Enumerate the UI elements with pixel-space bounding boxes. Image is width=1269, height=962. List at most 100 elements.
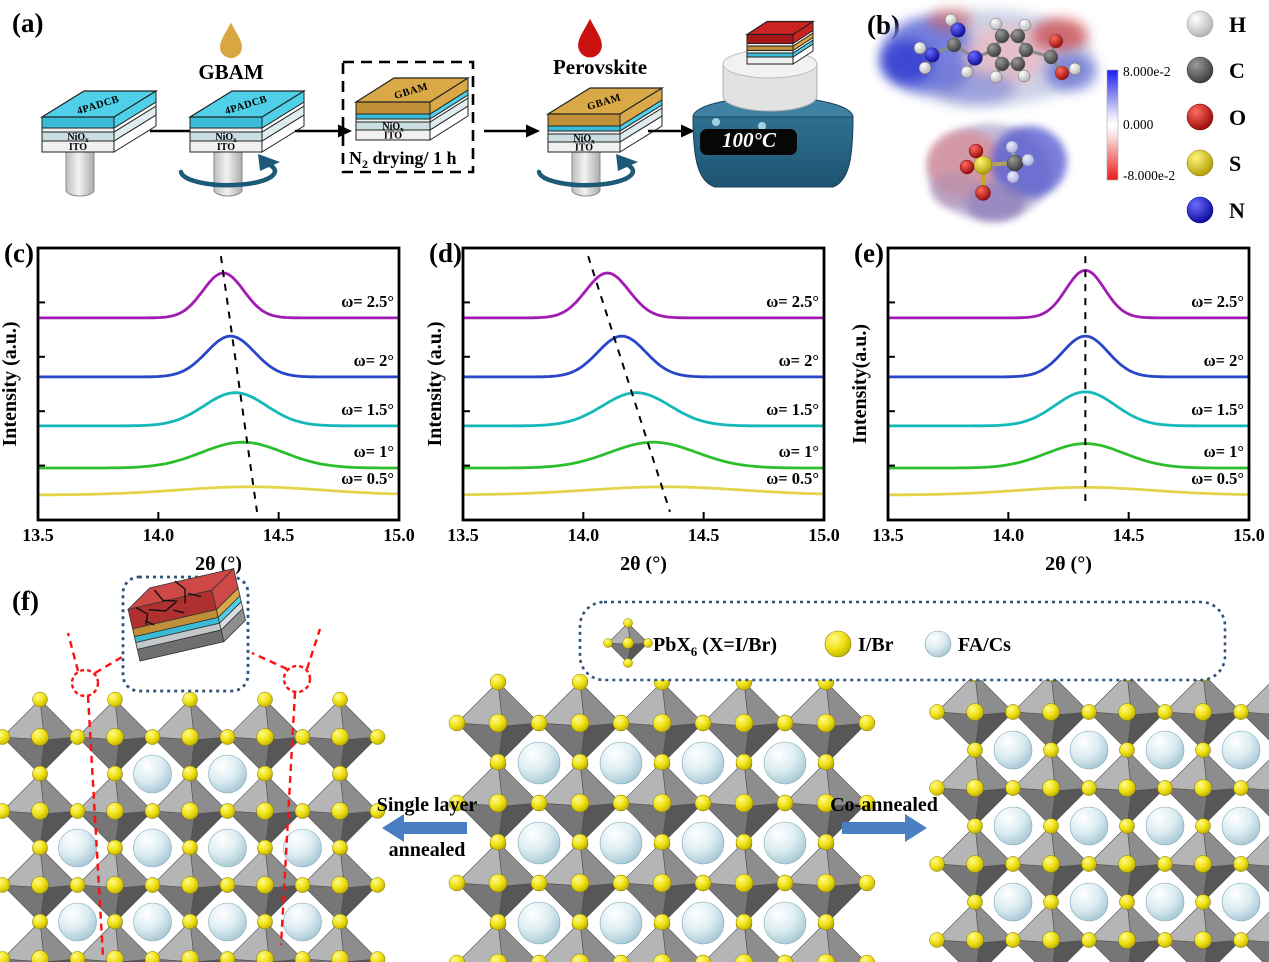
y-axis-label: Intensity(a.u.): [849, 324, 871, 444]
peak-guide-line: [219, 256, 258, 512]
gbam-drop-label: GBAM: [198, 60, 264, 84]
facs-cation-sphere: [208, 828, 247, 868]
lattice-defective-single-layer: [0, 691, 386, 962]
xrd-curve-ω= 2°: [461, 334, 826, 379]
hotplate: [692, 20, 854, 188]
facs-cation-sphere: [1221, 730, 1261, 770]
x-tick-label: 15.0: [1233, 525, 1265, 545]
omega-label: ω= 2°: [354, 351, 394, 370]
omega-label: ω= 2.5°: [341, 292, 394, 311]
cracked-device-inset: [121, 567, 250, 693]
facs-cation-sphere: [517, 901, 561, 945]
crack-line: [144, 609, 185, 626]
omega-label: ω= 2.5°: [766, 292, 819, 311]
n2-drying-label: N2 drying/ 1 h: [349, 148, 457, 171]
omega-label: ω= 1.5°: [1191, 400, 1244, 419]
facs-cation-sphere: [208, 754, 247, 794]
facs-cation-sphere: [133, 754, 172, 794]
atom-legend: H C O S N: [1186, 10, 1246, 224]
panel-f-crystal-structures: (f) PbX6 (X=I/Br) I/Br FA/Cs Single laye…: [0, 567, 1269, 962]
atom-label-H: H: [1229, 12, 1246, 37]
omega-label: ω= 1°: [779, 442, 819, 461]
xrd-curve-ω= 2°: [886, 334, 1251, 379]
single-layer-annealed-arrow: Single layer annealed: [377, 794, 478, 861]
panel-d-xrd-chart: (d) ω= 2.5° ω= 2° ω= 1.5° ω= 1° ω= 0.5° 13.5 14…: [424, 238, 840, 575]
facs-cation-sphere: [993, 806, 1033, 846]
grain-boundary-line: [279, 691, 297, 946]
solution-drop-icon: [220, 22, 242, 59]
inset-device-stack: [126, 567, 246, 662]
lattice-center: [448, 673, 876, 962]
y-axis-label: Intensity (a.u.): [424, 321, 446, 446]
facs-cation-sphere: [133, 828, 172, 868]
legend-cation-sphere: [924, 630, 952, 658]
co-annealed-label: Co-annealed: [830, 794, 938, 816]
omega-label: ω= 0.5°: [341, 469, 394, 488]
layer-label-ito: ITO: [384, 131, 402, 142]
facs-cation-sphere: [1069, 882, 1109, 922]
facs-cation-sphere: [1145, 806, 1185, 846]
panel-a-process-flow: (a) ITONiOx4PADCBITONiOx4PADCBITONiOxGBA…: [12, 8, 854, 197]
defect-circle-right: [282, 664, 312, 694]
facs-cation-sphere: [681, 741, 725, 785]
grain-boundary-line: [305, 628, 322, 670]
atom-label-S: S: [1229, 151, 1241, 176]
single-layer-label-2: annealed: [389, 839, 466, 861]
chart-panel-label: (c): [4, 238, 34, 268]
facs-cation-sphere: [58, 828, 97, 868]
xrd-curve-ω= 2.5°: [36, 271, 401, 320]
omega-label: ω= 0.5°: [766, 469, 819, 488]
facs-cation-sphere: [283, 902, 322, 942]
esp-molecule-guanidinobenzoic-acid: [881, 9, 1097, 106]
panel-a-label: (a): [12, 8, 43, 38]
facs-cation-sphere: [517, 741, 561, 785]
x-tick-label: 14.5: [1113, 525, 1145, 545]
legend-facs-label: FA/Cs: [958, 634, 1011, 656]
facs-cation-sphere: [1145, 730, 1185, 770]
hotplate-display: [700, 129, 797, 155]
x-tick-label: 14.5: [688, 525, 720, 545]
facs-cation-sphere: [1069, 730, 1109, 770]
xrd-curve-ω= 1°: [886, 442, 1251, 470]
facs-cation-sphere: [993, 882, 1033, 922]
plot-frame: [461, 246, 826, 522]
xrd-curve-ω= 1.5°: [461, 391, 826, 428]
panel-f-label: (f): [12, 586, 39, 616]
grain-boundary-line: [94, 655, 123, 675]
grain-boundary-line: [66, 632, 80, 672]
atom-label-C: C: [1229, 58, 1245, 83]
atom-label-O: O: [1229, 105, 1246, 130]
chart-panel-label: (e): [854, 238, 884, 268]
atom-sphere-N: [1186, 196, 1214, 224]
facs-cation-sphere: [599, 901, 643, 945]
facs-cation-sphere: [599, 741, 643, 785]
layer-label-ito: ITO: [217, 142, 235, 153]
omega-label: ω= 1.5°: [341, 400, 394, 419]
x-tick-label: 13.5: [22, 525, 54, 545]
n2-drying-box: [341, 60, 475, 174]
annealed-stack: [744, 20, 816, 65]
xrd-curve-ω= 1.5°: [886, 390, 1251, 428]
omega-label: ω= 0.5°: [1191, 469, 1244, 488]
facs-cation-sphere: [599, 821, 643, 865]
atom-label-N: N: [1229, 198, 1245, 223]
xrd-curve-ω= 1.5°: [36, 391, 401, 428]
legend-box: [578, 600, 1227, 682]
facs-cation-sphere: [283, 828, 322, 868]
facs-cation-sphere: [993, 730, 1033, 770]
layer-label-nio: NiOx: [67, 132, 89, 144]
spin-arrow-icon: [178, 160, 278, 188]
process-flow-graphics: ITONiOx4PADCBITONiOx4PADCBITONiOxGBAMITO…: [39, 18, 854, 197]
legend-ibr-label: I/Br: [858, 634, 894, 656]
xrd-curve-ω= 0.5°: [461, 485, 826, 497]
pbx6-octahedron-icon: [603, 618, 653, 668]
single-layer-label-1: Single layer: [377, 794, 478, 816]
facs-cation-sphere: [1221, 806, 1261, 846]
hotplate-temperature: 100°C: [722, 128, 777, 152]
defect-circle-left: [70, 668, 100, 698]
omega-label: ω= 1°: [354, 442, 394, 461]
atom-sphere-S: [1186, 149, 1214, 177]
atom-sphere-H: [1186, 10, 1214, 38]
